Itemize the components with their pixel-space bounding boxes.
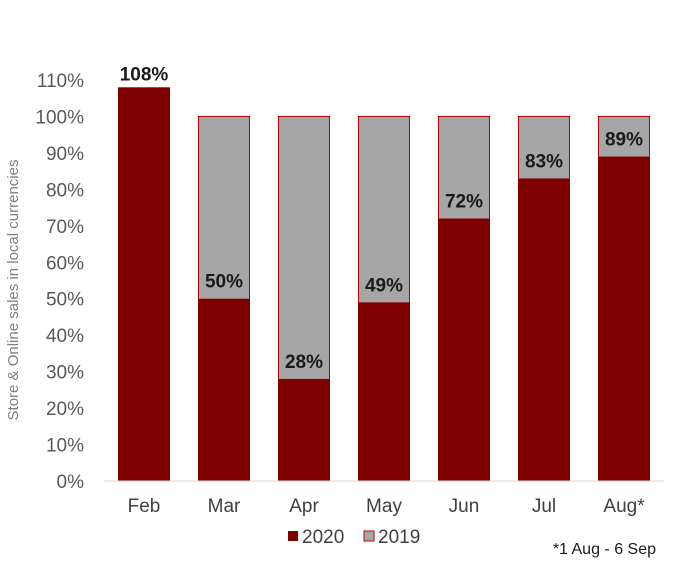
footnote: *1 Aug - 6 Sep [553,541,656,558]
y-tick-label: 60% [46,253,84,274]
y-tick-label: 100% [35,107,84,128]
data-label: 49% [365,275,403,296]
legend-label-2019: 2019 [378,527,420,548]
legend-swatch-2019 [363,530,375,542]
x-tick-label: Jul [532,496,556,517]
y-tick-label: 20% [46,399,84,420]
x-tick-label: Mar [208,496,241,517]
bars [118,87,650,482]
y-tick-label: 90% [46,144,84,165]
bar-2020 [518,178,570,481]
y-tick-label: 70% [46,217,84,238]
data-label: 72% [445,192,483,213]
y-tick-label: 110% [37,71,84,92]
data-label: 89% [605,130,643,151]
bar-2020 [598,156,650,481]
y-tick-label: 40% [46,326,84,347]
bar-2020 [198,298,250,481]
x-tick-label: May [366,496,402,517]
legend-label-2020: 2020 [302,527,344,548]
y-tick-label: 30% [46,363,84,384]
y-tick-label: 50% [46,290,84,311]
x-tick-label: Apr [289,496,319,517]
data-labels: 108% 50% 28% 49% 72% 83% 89% [120,64,643,373]
bar-2020 [358,302,410,481]
legend-swatch-2020 [288,531,298,541]
data-label: 50% [205,272,243,293]
y-axis-ticks: 0% 10% 20% 30% 40% 50% 60% 70% 80% 90% 100% 110% [35,71,84,493]
x-tick-label: Jun [449,496,480,517]
bar-2020 [118,87,170,482]
y-tick-label: 0% [57,472,85,493]
y-axis-title: Store & Online sales in local currencies [5,160,22,421]
bar-2020 [278,378,330,481]
x-tick-label: Aug* [603,496,645,517]
x-tick-label: Feb [128,496,161,517]
legend: 2020 2019 [288,527,420,548]
data-label: 83% [525,151,563,172]
data-label: 28% [285,352,323,373]
y-tick-label: 10% [46,436,84,457]
x-axis-categories: Feb Mar Apr May Jun Jul Aug* [128,496,646,517]
y-axis-title-group: Store & Online sales in local currencies [5,160,22,421]
y-tick-label: 80% [46,180,84,201]
bar-2020 [438,218,490,481]
data-label: 108% [120,64,169,85]
